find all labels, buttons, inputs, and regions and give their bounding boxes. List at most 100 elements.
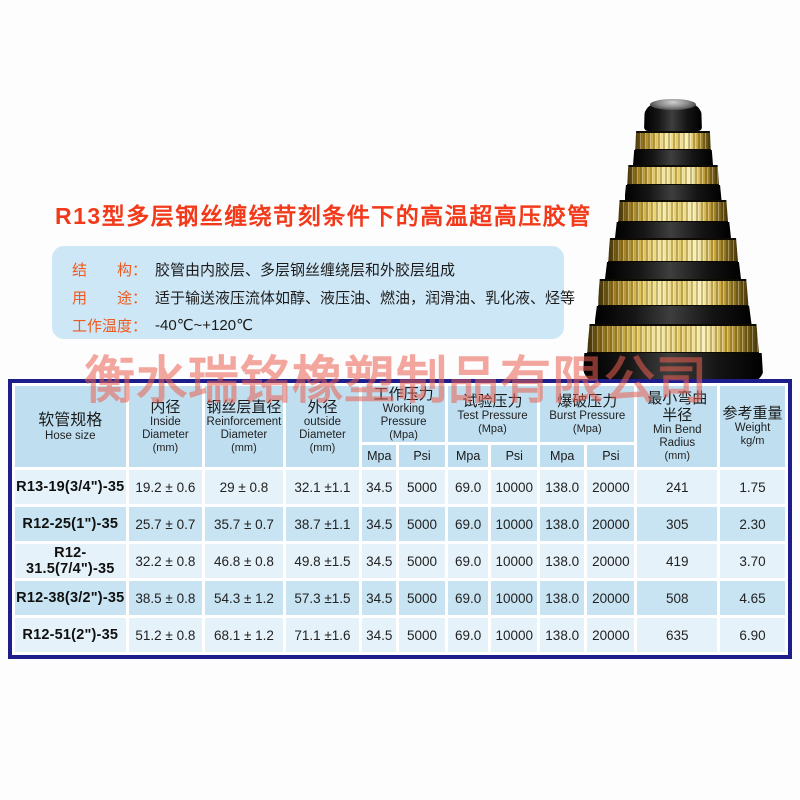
cell-min-bend-radius: 419 bbox=[637, 544, 718, 578]
cell-tp-psi: 10000 bbox=[491, 507, 538, 541]
cell-bp-psi: 20000 bbox=[587, 507, 635, 541]
col-header-outside-diameter: 外径 outside Diameter (mm) bbox=[285, 386, 360, 467]
cell-model: R12-31.5(7/4")-35 bbox=[15, 544, 126, 578]
col-header-min-bend-radius: 最小弯曲 半径 Min Bend Radius (mm) bbox=[637, 386, 718, 467]
cell-model: R12-38(3/2")-35 bbox=[15, 581, 126, 615]
cell-wp-psi: 5000 bbox=[399, 470, 445, 504]
header-cn: 爆破压力 bbox=[557, 392, 618, 410]
cell-inside-diameter: 38.5 ± 0.8 bbox=[128, 581, 203, 615]
cell-wp-psi: 5000 bbox=[399, 618, 445, 652]
usage-row: 用 途： 适于输送液压流体如醇、液压油、燃油，润滑油、乳化液、烃等 bbox=[72, 283, 575, 311]
hose-rubber-layer bbox=[605, 262, 741, 279]
cell-weight: 3.70 bbox=[720, 544, 785, 578]
product-description-panel: 结 构： 胶管由内胶层、多层钢丝缠绕层和外胶层组成 用 途： 适于输送液压流体如… bbox=[52, 246, 575, 339]
header-en: Working Pressure bbox=[380, 403, 427, 428]
hose-rubber-layer bbox=[594, 306, 752, 324]
cell-tp-mpa: 69.0 bbox=[447, 544, 489, 578]
header-unit: (Mpa) bbox=[478, 422, 507, 435]
cell-model: R12-51(2")-35 bbox=[15, 618, 126, 652]
cell-model: R12-25(1")-35 bbox=[15, 507, 126, 541]
hose-top-surface bbox=[650, 99, 696, 110]
cell-inside-diameter: 32.2 ± 0.8 bbox=[128, 544, 203, 578]
cell-inside-diameter: 25.7 ± 0.7 bbox=[128, 507, 203, 541]
col-header-working-pressure: 工作压力 Working Pressure (Mpa) bbox=[362, 386, 445, 442]
hose-wire-layer bbox=[627, 165, 719, 185]
header-en: outside Diameter bbox=[299, 415, 346, 441]
cell-outside-diameter: 71.1 ±1.6 bbox=[285, 618, 360, 652]
header-en: Weight bbox=[734, 422, 771, 434]
header-unit: (mm) bbox=[309, 441, 336, 454]
header-en: Min Bend Radius bbox=[652, 424, 702, 449]
cell-tp-psi: 10000 bbox=[491, 618, 538, 652]
cell-inside-diameter: 19.2 ± 0.6 bbox=[128, 470, 203, 504]
header-cn: 最小弯曲 bbox=[647, 390, 708, 407]
hose-wire-layer bbox=[635, 131, 711, 150]
temperature-label: 工作温度： bbox=[72, 317, 148, 335]
page-title: R13型多层钢丝缠绕苛刻条件下的高温超高压胶管 bbox=[55, 203, 592, 229]
temperature-value: -40℃~+120℃ bbox=[155, 317, 253, 334]
header-unit: (mm) bbox=[664, 450, 691, 462]
usage-value: 适于输送液压流体如醇、液压油、燃油，润滑油、乳化液、烃等 bbox=[155, 289, 576, 307]
cell-wp-mpa: 34.5 bbox=[362, 581, 397, 615]
header-en: Hose size bbox=[45, 429, 96, 442]
header-en: Test Pressure bbox=[457, 409, 528, 422]
header-cn: 软管规格 bbox=[38, 411, 103, 429]
temperature-row: 工作温度： -40℃~+120℃ bbox=[72, 311, 564, 339]
cell-outside-diameter: 32.1 ±1.1 bbox=[285, 470, 360, 504]
subheader-wp-mpa: Mpa bbox=[362, 445, 397, 467]
header-unit: (Mpa) bbox=[572, 422, 602, 435]
header-cn: 钢丝层直径 bbox=[206, 398, 282, 416]
structure-row: 结 构： 胶管由内胶层、多层钢丝缠绕层和外胶层组成 bbox=[72, 255, 564, 283]
hose-product-image bbox=[573, 99, 773, 383]
cell-reinforcement-diameter: 68.1 ± 1.2 bbox=[205, 618, 283, 652]
cell-weight: 6.90 bbox=[720, 618, 785, 652]
cell-tp-mpa: 69.0 bbox=[447, 470, 489, 504]
cell-weight: 1.75 bbox=[720, 470, 785, 504]
cell-bp-mpa: 138.0 bbox=[540, 581, 585, 615]
header-en: Reinforcement Diameter bbox=[206, 415, 282, 441]
hose-wire-layer bbox=[597, 279, 749, 306]
table-row: R13-19(3/4")-35 19.2 ± 0.6 29 ± 0.8 32.1… bbox=[15, 470, 785, 504]
cell-wp-psi: 5000 bbox=[399, 507, 445, 541]
cell-tp-mpa: 69.0 bbox=[447, 618, 489, 652]
header-cn: 外径 bbox=[307, 398, 338, 416]
cell-bp-mpa: 138.0 bbox=[540, 470, 585, 504]
usage-label: 用 途： bbox=[72, 289, 148, 307]
cell-wp-mpa: 34.5 bbox=[362, 618, 397, 652]
header-unit: (mm) bbox=[152, 441, 179, 454]
cell-tp-mpa: 69.0 bbox=[447, 507, 489, 541]
header-cn: 试验压力 bbox=[462, 392, 523, 410]
table-row: R12-25(1")-35 25.7 ± 0.7 35.7 ± 0.7 38.7… bbox=[15, 507, 785, 541]
subheader-wp-psi: Psi bbox=[399, 445, 445, 467]
header-cn: 工作压力 bbox=[373, 386, 434, 403]
cell-bp-mpa: 138.0 bbox=[540, 507, 585, 541]
cell-wp-mpa: 34.5 bbox=[362, 544, 397, 578]
spec-table-container: 软管规格 Hose size 内径 Inside Diameter (mm) 钢… bbox=[8, 379, 792, 659]
cell-outside-diameter: 49.8 ±1.5 bbox=[285, 544, 360, 578]
structure-value: 胶管由内胶层、多层钢丝缠绕层和外胶层组成 bbox=[155, 261, 456, 279]
cell-bp-psi: 20000 bbox=[587, 470, 635, 504]
cell-tp-mpa: 69.0 bbox=[447, 581, 489, 615]
cell-reinforcement-diameter: 46.8 ± 0.8 bbox=[205, 544, 283, 578]
cell-wp-psi: 5000 bbox=[399, 544, 445, 578]
header-cn: 参考重量 bbox=[722, 405, 783, 422]
cell-bp-psi: 20000 bbox=[587, 618, 635, 652]
cell-bp-psi: 20000 bbox=[587, 544, 635, 578]
table-row: R12-38(3/2")-35 38.5 ± 0.8 54.3 ± 1.2 57… bbox=[15, 581, 785, 615]
table-row: R12-51(2")-35 51.2 ± 0.8 68.1 ± 1.2 71.1… bbox=[15, 618, 785, 652]
hose-wire-layer bbox=[608, 238, 738, 262]
cell-reinforcement-diameter: 35.7 ± 0.7 bbox=[205, 507, 283, 541]
subheader-bp-mpa: Mpa bbox=[540, 445, 585, 467]
table-row: R12-31.5(7/4")-35 32.2 ± 0.8 46.8 ± 0.8 … bbox=[15, 544, 785, 578]
cell-min-bend-radius: 305 bbox=[637, 507, 718, 541]
hose-rubber-layer bbox=[624, 185, 722, 200]
cell-reinforcement-diameter: 54.3 ± 1.2 bbox=[205, 581, 283, 615]
col-header-inside-diameter: 内径 Inside Diameter (mm) bbox=[128, 386, 203, 467]
cell-tp-psi: 10000 bbox=[491, 544, 538, 578]
header-en: Burst Pressure bbox=[549, 409, 626, 422]
hose-rubber-layer bbox=[633, 150, 713, 165]
subheader-tp-psi: Psi bbox=[491, 445, 538, 467]
cell-outside-diameter: 57.3 ±1.5 bbox=[285, 581, 360, 615]
cell-tp-psi: 10000 bbox=[491, 470, 538, 504]
hose-wire-layer bbox=[618, 200, 728, 222]
